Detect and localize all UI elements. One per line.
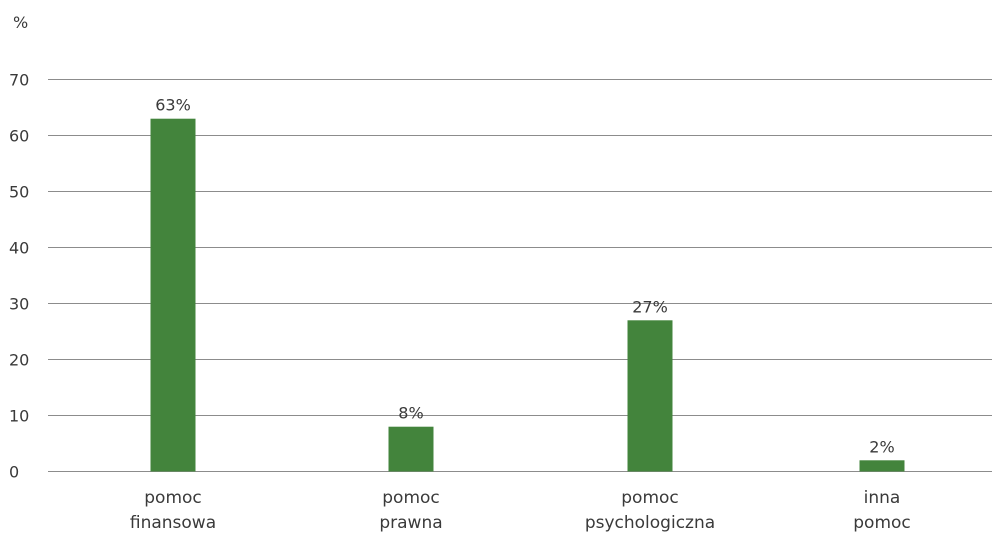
data-label-3: 27%: [632, 297, 668, 316]
data-label-4: 2%: [869, 437, 894, 456]
category-label-3-line-2: psychologiczna: [585, 513, 715, 533]
category-label-3-line-1: pomoc: [621, 488, 679, 508]
y-tick-label-50: 50: [9, 183, 29, 202]
bar-2: [389, 427, 434, 472]
bar-1: [151, 119, 196, 472]
y-tick-label-0: 0: [9, 463, 19, 482]
y-tick-label-10: 10: [9, 407, 29, 426]
y-axis-unit-label: %: [13, 13, 28, 32]
category-label-2-line-2: prawna: [379, 513, 442, 533]
y-tick-label-20: 20: [9, 351, 29, 370]
bar-3: [628, 320, 673, 471]
y-tick-label-30: 30: [9, 295, 29, 314]
data-label-1: 63%: [155, 96, 191, 115]
category-label-4-line-1: inna: [864, 488, 901, 508]
y-tick-label-40: 40: [9, 239, 29, 258]
category-label-1-line-2: finansowa: [130, 513, 216, 533]
y-tick-label-60: 60: [9, 127, 29, 146]
data-label-2: 8%: [398, 404, 423, 423]
category-label-4-line-2: pomoc: [853, 513, 911, 533]
bar-4: [860, 460, 905, 471]
y-tick-label-70: 70: [9, 71, 29, 90]
category-label-1-line-1: pomoc: [144, 488, 202, 508]
category-label-2-line-1: pomoc: [382, 488, 440, 508]
